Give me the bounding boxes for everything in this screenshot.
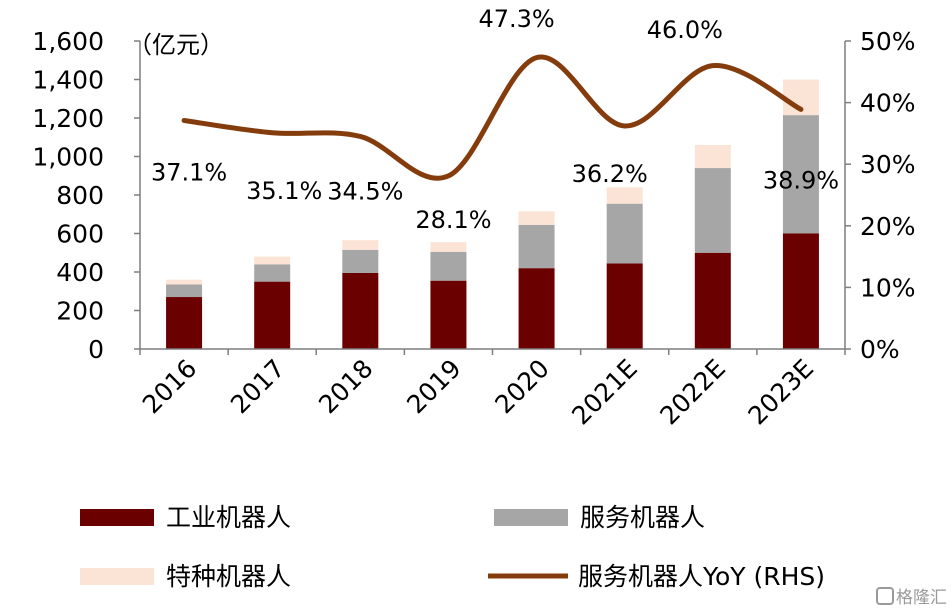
yoy-label-2021E: 36.2% (572, 160, 648, 188)
yoy-line (181, 54, 804, 181)
bars-layer (166, 79, 819, 349)
x-tick-label: 2020 (489, 354, 554, 419)
bar-1-2019 (430, 251, 467, 281)
x-tick-label: 2016 (137, 354, 202, 419)
bar-2-2017 (254, 256, 291, 265)
y-left-tick-label: 600 (56, 220, 104, 249)
bar-1-2016 (166, 284, 203, 298)
x-tick-label: 2022E (654, 354, 731, 431)
x-tick-label: 2021E (566, 354, 643, 431)
x-tick-label: 2017 (225, 354, 290, 419)
bar-2-2020 (518, 211, 555, 225)
bar-2-2018 (342, 240, 379, 250)
yoy-label-2020: 47.3% (478, 5, 554, 33)
y-left-tick-label: 0 (88, 335, 104, 364)
y-left-tick-label: 1,000 (32, 143, 104, 172)
legend-label-3: 服务机器人YoY (RHS) (578, 562, 825, 591)
legend-label-0: 工业机器人 (166, 503, 291, 532)
y-right-tick-label: 40% (860, 89, 916, 118)
watermark: 格隆汇 (876, 587, 947, 608)
y-left-tick-label: 200 (56, 297, 104, 326)
y-right-tick-label: 50% (860, 27, 916, 56)
yoy-label-2016: 37.1% (151, 158, 227, 186)
bar-1-2020 (518, 224, 555, 269)
labels-layer: 37.1% 35.1% 34.5% 28.1% 47.3% 36.2% 46.0% 38.9% (151, 5, 839, 234)
y-left-tick-label: 800 (56, 181, 104, 210)
y-left-tick-label: 1,600 (32, 27, 104, 56)
bar-0-2021E (606, 263, 643, 349)
legend-label-1: 服务机器人 (580, 503, 705, 532)
bar-2-2021E (606, 187, 643, 204)
bar-1-2021E (606, 203, 643, 264)
bar-0-2016 (166, 297, 203, 349)
y-left-tick-label: 1,200 (32, 104, 104, 133)
bar-2-2016 (166, 279, 203, 285)
y-left-unit: （亿元） (128, 31, 224, 59)
watermark-logo-icon (876, 587, 894, 605)
bar-0-2020 (518, 268, 555, 349)
yoy-label-2022E: 46.0% (647, 16, 723, 44)
y-right-tick-label: 30% (860, 150, 916, 179)
legend-label-2: 特种机器人 (166, 562, 291, 591)
bar-0-2019 (430, 280, 467, 349)
yoy-label-2017: 35.1% (246, 177, 322, 205)
legend-swatch-0 (80, 509, 154, 526)
watermark-text: 格隆汇 (896, 588, 947, 608)
x-tick-label: 2018 (313, 354, 378, 419)
bar-2-2022E (694, 144, 731, 169)
bar-0-2023E (782, 233, 819, 349)
x-tick-label: 2019 (401, 354, 466, 419)
bar-0-2017 (254, 281, 291, 349)
y-right-tick-label: 20% (860, 212, 916, 241)
yoy-label-2018: 34.5% (327, 177, 403, 205)
y-right-tick-label: 0% (860, 335, 900, 364)
bar-1-2018 (342, 249, 379, 273)
yoy-label-2019: 28.1% (415, 206, 491, 234)
bar-0-2018 (342, 272, 379, 349)
x-tick-label: 2023E (743, 354, 820, 431)
bar-1-2022E (694, 168, 731, 253)
y-left-tick-label: 400 (56, 258, 104, 287)
yoy-line-layer (181, 54, 804, 181)
bar-1-2017 (254, 264, 291, 282)
y-right-tick-label: 10% (860, 273, 916, 302)
bar-0-2022E (694, 252, 731, 349)
legend-swatch-1 (494, 509, 568, 526)
y-left-tick-label: 1,400 (32, 66, 104, 95)
yoy-label-2023E: 38.9% (763, 166, 839, 194)
legend-swatch-2 (80, 568, 154, 585)
bar-2-2019 (430, 242, 467, 252)
bar-1-2023E (782, 115, 819, 234)
